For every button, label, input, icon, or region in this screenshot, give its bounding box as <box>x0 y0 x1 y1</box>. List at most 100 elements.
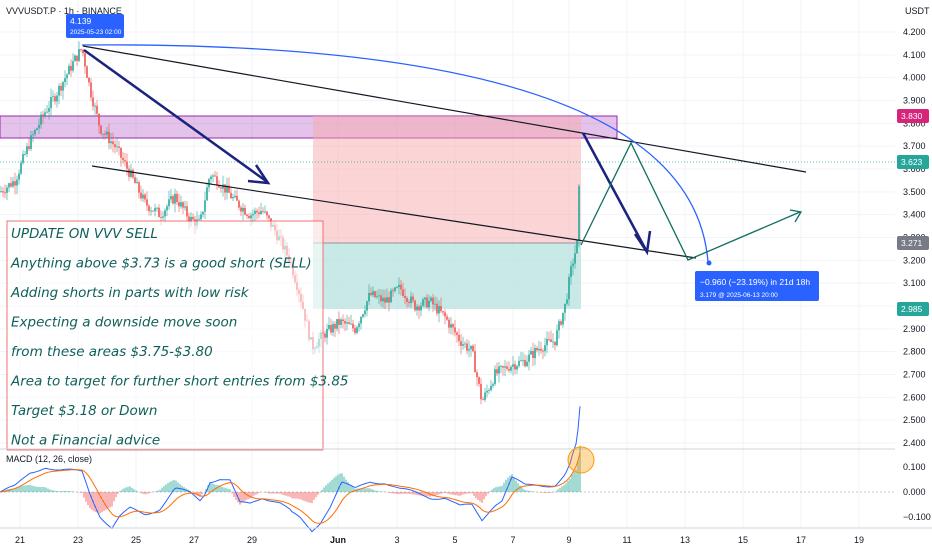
candle <box>360 316 362 330</box>
candle <box>240 205 242 217</box>
macd-histogram-bar <box>41 487 43 492</box>
macd-histogram-bar <box>363 488 365 492</box>
candle <box>8 182 10 193</box>
macd-histogram-bar <box>255 492 257 495</box>
macd-histogram-bar <box>285 492 287 496</box>
candle <box>570 261 572 285</box>
candle <box>552 333 554 348</box>
candle <box>156 206 158 212</box>
candle <box>242 203 244 221</box>
macd-histogram-bar <box>309 492 311 503</box>
candle <box>370 287 372 297</box>
macd-histogram-bar <box>197 492 199 497</box>
macd-histogram-bar <box>397 492 399 494</box>
macd-histogram-bar <box>71 491 73 492</box>
macd-histogram-bar <box>105 492 107 510</box>
macd-histogram-bar <box>91 492 93 510</box>
macd-histogram-bar <box>579 445 581 492</box>
projection-label-line2: 3.179 @ 2025-06-13 20:00 <box>700 292 778 299</box>
macd-histogram-bar <box>209 482 211 492</box>
candle <box>502 365 504 376</box>
price-axis[interactable] <box>895 0 932 550</box>
down-arrow-1[interactable] <box>83 48 271 185</box>
macd-histogram-bar <box>445 492 447 494</box>
candle <box>468 340 470 358</box>
macd-histogram-bar <box>473 492 475 496</box>
macd-histogram-bar <box>569 478 571 492</box>
candle <box>22 150 24 166</box>
candle <box>262 207 264 214</box>
macd-histogram-bar <box>305 492 307 502</box>
candle <box>380 289 382 307</box>
candle <box>566 293 568 306</box>
stop-loss-zone <box>313 116 581 243</box>
macd-histogram-bar <box>267 492 269 494</box>
macd-histogram-bar <box>241 492 243 503</box>
date-tick-label: 13 <box>680 535 690 545</box>
macd-histogram-bar <box>95 492 97 513</box>
candle <box>350 314 352 326</box>
price-tick-label: 4.000 <box>903 73 926 83</box>
macd-histogram-bar <box>139 492 141 493</box>
macd-tick-label: 0.100 <box>903 462 926 472</box>
projection-arc[interactable] <box>81 44 709 263</box>
candle <box>398 277 400 295</box>
candle <box>336 319 338 332</box>
candle <box>514 360 516 375</box>
macd-histogram-bar <box>307 492 309 503</box>
macd-histogram-bar <box>143 492 145 495</box>
candle <box>448 316 450 334</box>
macd-histogram-bar <box>179 484 181 492</box>
macd-histogram-bar <box>135 490 137 492</box>
macd-histogram-bar <box>431 492 433 497</box>
macd-histogram-bar <box>119 490 121 492</box>
macd-histogram-bar <box>477 492 479 500</box>
macd-histogram-bar <box>565 483 567 492</box>
macd-histogram-bar <box>513 477 515 492</box>
macd-histogram-bar <box>449 492 451 495</box>
macd-histogram-bar <box>471 492 473 494</box>
macd-histogram-bar <box>573 471 575 492</box>
macd-histogram-bar <box>19 486 21 492</box>
macd-histogram-bar <box>31 485 33 492</box>
macd-histogram-bar <box>391 492 393 494</box>
candle <box>386 288 388 303</box>
candle <box>28 137 30 152</box>
macd-histogram-bar <box>403 492 405 494</box>
candle <box>470 345 472 357</box>
macd-histogram-bar <box>33 486 35 492</box>
price-tick-label: 4.100 <box>903 50 926 60</box>
candle <box>508 360 510 373</box>
candle <box>492 382 494 389</box>
macd-histogram-bar <box>559 487 561 492</box>
price-tick-label: 3.100 <box>903 278 926 288</box>
macd-histogram-bar <box>545 492 547 493</box>
price-tick-label: 3.900 <box>903 96 926 106</box>
macd-histogram-bar <box>453 492 455 495</box>
macd-histogram-bar <box>463 492 465 495</box>
zigzag-projection[interactable] <box>580 141 801 261</box>
channel-lower-line[interactable] <box>91 165 697 259</box>
candle <box>64 70 66 88</box>
candle <box>246 213 248 219</box>
candle <box>332 320 334 337</box>
candle <box>210 174 212 184</box>
candle <box>510 364 512 374</box>
price-tick-label: 2.900 <box>903 324 926 334</box>
price-tick-label: 3.800 <box>903 118 926 128</box>
macd-histogram-bar <box>551 492 553 493</box>
annotation-box <box>6 220 324 451</box>
candle <box>558 319 560 339</box>
macd-histogram-bar <box>67 490 69 492</box>
macd-histogram-bar <box>269 492 271 494</box>
down-arrow-2[interactable] <box>581 132 652 256</box>
candle <box>496 362 498 377</box>
candle <box>518 356 520 368</box>
channel-upper-line[interactable] <box>82 45 807 173</box>
candle <box>392 287 394 297</box>
macd-histogram-bar <box>323 487 325 492</box>
candle <box>134 174 136 184</box>
candle <box>512 356 514 376</box>
time-axis[interactable]: 21 23 25 27 29 Jun 3 5 7 9 11 13 15 17 19 <box>15 535 864 545</box>
